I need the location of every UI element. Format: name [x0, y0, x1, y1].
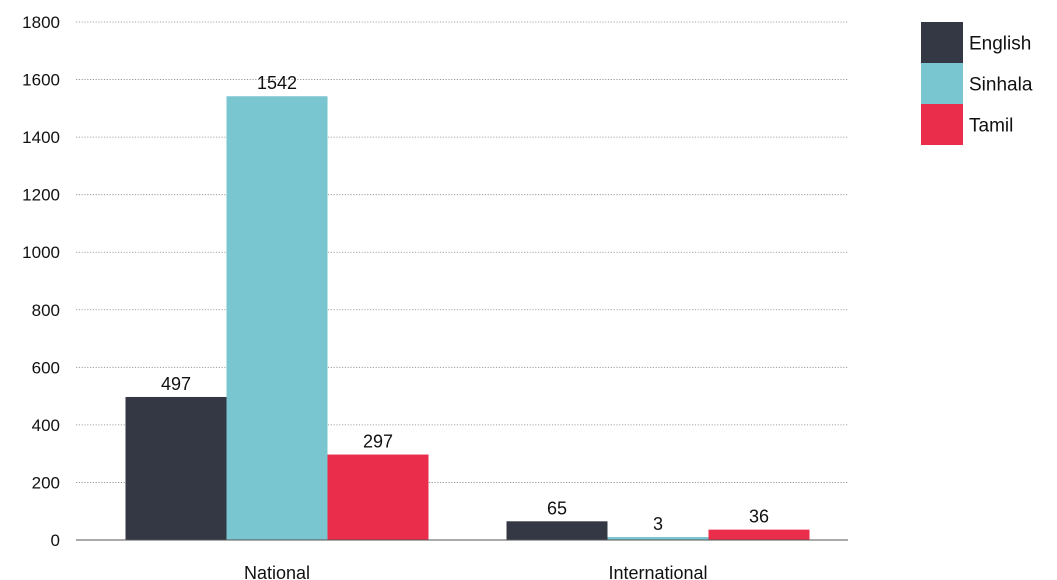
y-tick-label: 600: [32, 358, 60, 377]
y-tick-label: 1200: [22, 186, 60, 205]
legend-swatch-english: [921, 22, 963, 63]
bar-english-national: [125, 396, 227, 540]
data-label-english-international: 65: [547, 498, 567, 518]
y-tick-label: 1000: [22, 243, 60, 262]
y-tick-label: 1600: [22, 71, 60, 90]
data-label-tamil-national: 297: [363, 432, 393, 452]
legend-swatch-tamil: [921, 104, 963, 145]
bar-tamil-international: [708, 529, 810, 540]
bar-tamil-national: [327, 454, 429, 540]
y-tick-label: 800: [32, 301, 60, 320]
bars: [125, 96, 810, 540]
data-labels: 497 1542 297 65 3 36: [161, 73, 769, 534]
bar-sinhala-national: [226, 96, 328, 540]
bar-english-international: [506, 521, 608, 540]
data-label-sinhala-national: 1542: [257, 73, 297, 93]
legend: English Sinhala Tamil: [921, 22, 1033, 145]
data-label-english-national: 497: [161, 374, 191, 394]
y-tick-label: 1400: [22, 128, 60, 147]
y-tick-label: 0: [51, 531, 60, 550]
legend-label-tamil: Tamil: [969, 116, 1013, 137]
y-axis-ticks: 0 200 400 600 800 1000 1200 1400 1600 1800: [22, 13, 60, 550]
y-tick-label: 1800: [22, 13, 60, 32]
data-label-sinhala-international: 3: [653, 514, 663, 534]
legend-label-english: English: [969, 34, 1031, 55]
y-tick-label: 400: [32, 416, 60, 435]
x-category-label: National: [244, 563, 310, 580]
x-category-label: International: [608, 563, 707, 580]
legend-swatch-sinhala: [921, 63, 963, 104]
y-tick-label: 200: [32, 473, 60, 492]
bar-sinhala-international: [607, 537, 709, 540]
legend-label-sinhala: Sinhala: [969, 75, 1033, 96]
data-label-tamil-international: 36: [749, 507, 769, 527]
x-axis-labels: National International: [244, 563, 708, 580]
